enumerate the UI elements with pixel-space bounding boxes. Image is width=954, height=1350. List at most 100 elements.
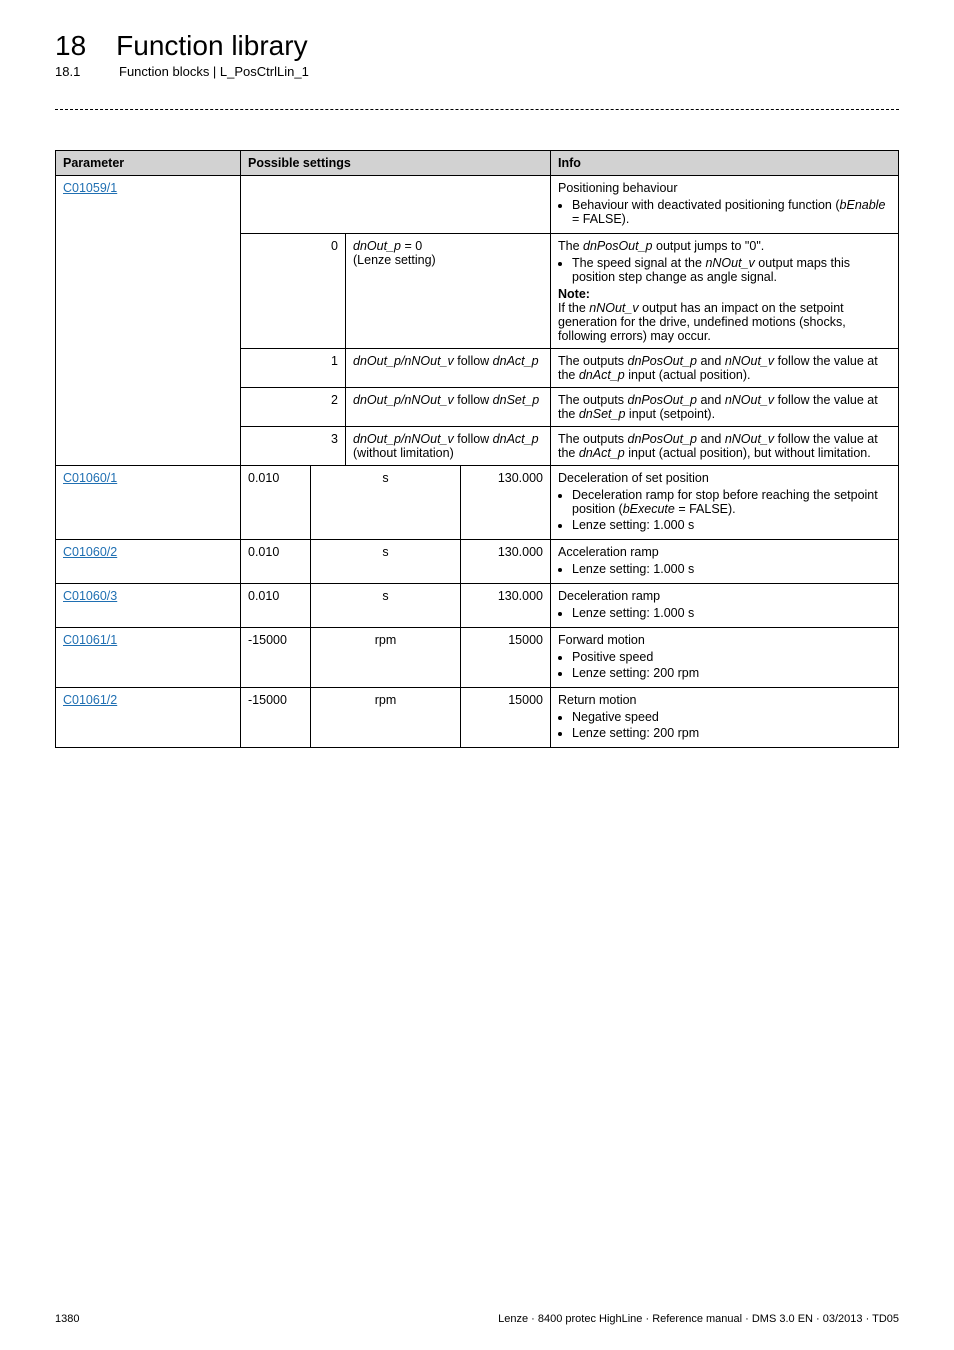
param-link[interactable]: C01060/3 xyxy=(63,589,117,603)
info-text-italic: dnAct_p xyxy=(579,446,625,460)
table-header-row: Parameter Possible settings Info xyxy=(56,151,899,176)
max-value: 15000 xyxy=(461,628,551,688)
unit: s xyxy=(311,466,461,540)
unit: rpm xyxy=(311,628,461,688)
info-cell: Deceleration ramp Lenze setting: 1.000 s xyxy=(551,584,899,628)
info-bullet: Lenze setting: 1.000 s xyxy=(572,606,891,620)
option-number: 1 xyxy=(241,349,346,388)
option-text-italic: dnOut_p/nNOut_v xyxy=(353,432,454,446)
header-info: Info xyxy=(551,151,899,176)
option-label: dnOut_p/nNOut_v follow dnAct_p (without … xyxy=(346,427,551,466)
option-text: = 0 xyxy=(401,239,422,253)
option-number: 3 xyxy=(241,427,346,466)
info-cell: Acceleration ramp Lenze setting: 1.000 s xyxy=(551,540,899,584)
chapter-number: 18 xyxy=(55,30,86,62)
info-text: input (setpoint). xyxy=(625,407,715,421)
info-text-italic: nNOut_v xyxy=(725,354,774,368)
parameter-table: Parameter Possible settings Info C01059/… xyxy=(55,150,899,748)
info-text: The outputs xyxy=(558,393,628,407)
table-row: C01060/3 0.010 s 130.000 Deceleration ra… xyxy=(56,584,899,628)
unit: rpm xyxy=(311,688,461,748)
info-text: The outputs xyxy=(558,354,628,368)
table-row: C01061/2 -15000 rpm 15000 Return motion … xyxy=(56,688,899,748)
option-text-italic: dnOut_p xyxy=(353,239,401,253)
option-text: follow xyxy=(454,354,493,368)
info-text-italic: nNOut_v xyxy=(589,301,638,315)
option-text: (Lenze setting) xyxy=(353,253,436,267)
info-text: = FALSE). xyxy=(675,502,736,516)
info-text-italic: dnPosOut_p xyxy=(583,239,653,253)
info-text: The speed signal at the xyxy=(572,256,705,270)
info-text-italic: dnAct_p xyxy=(579,368,625,382)
option-text-italic: dnSet_p xyxy=(493,393,540,407)
header-parameter: Parameter xyxy=(56,151,241,176)
option-text: (without limitation) xyxy=(353,446,454,460)
note-label: Note: xyxy=(558,287,590,301)
info-text: and xyxy=(697,393,725,407)
info-text: The xyxy=(558,239,583,253)
param-link[interactable]: C01061/2 xyxy=(63,693,117,707)
table-row: C01059/1 Positioning behaviour Behaviour… xyxy=(56,176,899,234)
info-cell: Deceleration of set position Deceleratio… xyxy=(551,466,899,540)
info-title: Forward motion xyxy=(558,633,645,647)
info-text: Behaviour with deactivated positioning f… xyxy=(572,198,840,212)
info-text: and xyxy=(697,354,725,368)
table-row: C01060/2 0.010 s 130.000 Acceleration ra… xyxy=(56,540,899,584)
info-text-italic: nNOut_v xyxy=(725,432,774,446)
param-link[interactable]: C01059/1 xyxy=(63,181,117,195)
min-value: 0.010 xyxy=(241,466,311,540)
option-text-italic: dnAct_p xyxy=(493,432,539,446)
info-cell: Positioning behaviour Behaviour with dea… xyxy=(551,176,899,234)
option-text: follow xyxy=(454,432,493,446)
param-link[interactable]: C01061/1 xyxy=(63,633,117,647)
chapter-header: 18 Function library xyxy=(55,30,899,62)
info-text: The outputs xyxy=(558,432,628,446)
chapter-title: Function library xyxy=(116,30,307,62)
info-bullet: Negative speed xyxy=(572,710,891,724)
unit: s xyxy=(311,540,461,584)
option-number: 2 xyxy=(241,388,346,427)
max-value: 15000 xyxy=(461,688,551,748)
info-text: and xyxy=(697,432,725,446)
info-text-italic: dnPosOut_p xyxy=(628,354,698,368)
info-title: Deceleration ramp xyxy=(558,589,660,603)
param-link[interactable]: C01060/1 xyxy=(63,471,117,485)
min-value: 0.010 xyxy=(241,540,311,584)
info-bullet: Positive speed xyxy=(572,650,891,664)
info-title: Acceleration ramp xyxy=(558,545,659,559)
info-text: input (actual position), but without lim… xyxy=(625,446,871,460)
page-number: 1380 xyxy=(55,1313,79,1325)
info-cell: The outputs dnPosOut_p and nNOut_v follo… xyxy=(551,349,899,388)
info-text: If the xyxy=(558,301,589,315)
dashed-rule xyxy=(55,109,899,110)
param-link[interactable]: C01060/2 xyxy=(63,545,117,559)
min-value: -15000 xyxy=(241,628,311,688)
max-value: 130.000 xyxy=(461,540,551,584)
info-bullet: Lenze setting: 1.000 s xyxy=(572,562,891,576)
info-cell: The outputs dnPosOut_p and nNOut_v follo… xyxy=(551,427,899,466)
info-text-italic: bEnable xyxy=(840,198,886,212)
option-text-italic: dnAct_p xyxy=(493,354,539,368)
info-title: Positioning behaviour xyxy=(558,181,678,195)
info-cell: Forward motion Positive speed Lenze sett… xyxy=(551,628,899,688)
info-bullet: Lenze setting: 200 rpm xyxy=(572,666,891,680)
info-cell: Return motion Negative speed Lenze setti… xyxy=(551,688,899,748)
page-footer: 1380 Lenze · 8400 protec HighLine · Refe… xyxy=(55,1313,899,1325)
header-possible-settings: Possible settings xyxy=(241,151,551,176)
info-bullet: Lenze setting: 1.000 s xyxy=(572,518,891,532)
min-value: 0.010 xyxy=(241,584,311,628)
max-value: 130.000 xyxy=(461,466,551,540)
table-row: C01060/1 0.010 s 130.000 Deceleration of… xyxy=(56,466,899,540)
info-title: Return motion xyxy=(558,693,637,707)
info-title: Deceleration of set position xyxy=(558,471,709,485)
footer-line: Lenze · 8400 protec HighLine · Reference… xyxy=(498,1313,899,1325)
info-cell: The dnPosOut_p output jumps to "0". The … xyxy=(551,234,899,349)
info-text-italic: bExecute xyxy=(623,502,675,516)
option-text-italic: dnOut_p/nNOut_v xyxy=(353,354,454,368)
section-header: 18.1 Function blocks | L_PosCtrlLin_1 xyxy=(55,64,899,79)
table-row: C01061/1 -15000 rpm 15000 Forward motion… xyxy=(56,628,899,688)
option-text-italic: dnOut_p/nNOut_v xyxy=(353,393,454,407)
info-text-italic: nNOut_v xyxy=(705,256,754,270)
option-number: 0 xyxy=(241,234,346,349)
info-text: input (actual position). xyxy=(625,368,751,382)
